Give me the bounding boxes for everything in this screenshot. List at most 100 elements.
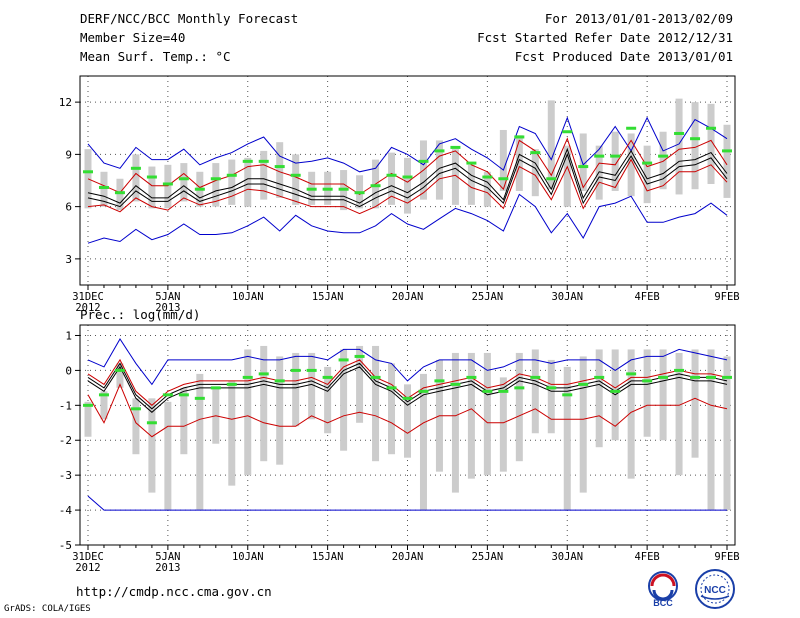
x-tick-sublabel: 2013 — [155, 302, 180, 314]
y-tick-label: -5 — [59, 539, 72, 552]
spread-bar — [643, 145, 651, 204]
mean-marker — [338, 187, 349, 191]
spread-bar — [563, 145, 571, 207]
spread-bar — [563, 366, 571, 511]
mean-marker — [674, 131, 685, 135]
spread-bar — [340, 349, 348, 451]
spread-bar — [483, 171, 491, 207]
y-tick-label: 1 — [65, 329, 72, 342]
mean-marker — [258, 372, 269, 376]
spread-bar — [451, 149, 459, 205]
mean-marker — [690, 375, 701, 379]
spread-bar — [148, 166, 156, 209]
mean-marker — [162, 393, 173, 397]
y-tick-label: 6 — [65, 201, 72, 214]
spread-bar — [435, 140, 443, 200]
x-tick-label: 31DEC — [72, 291, 104, 303]
mean-marker — [578, 165, 589, 169]
mean-marker — [562, 130, 573, 134]
spread-bar — [84, 401, 92, 437]
spread-bar — [707, 103, 715, 184]
mean-marker — [210, 177, 221, 181]
spread-bar — [244, 349, 252, 476]
spread-bar — [228, 159, 236, 205]
spread-bar — [723, 356, 731, 511]
x-tick-label: 25JAN — [472, 551, 504, 563]
spread-bar — [292, 352, 300, 427]
mean-marker — [146, 421, 157, 425]
mean-marker — [722, 149, 732, 153]
mean-marker — [418, 389, 429, 393]
mean-marker — [466, 161, 477, 165]
mean-marker — [562, 393, 573, 397]
mean-marker — [658, 375, 669, 379]
spread-bar — [611, 131, 619, 191]
x-tick-sublabel: 2012 — [75, 302, 100, 314]
spread-bar — [483, 352, 491, 476]
mean-marker — [162, 182, 173, 186]
mean-marker — [290, 368, 301, 372]
mean-marker — [194, 187, 205, 191]
x-tick-label: 5JAN — [155, 551, 180, 563]
y-tick-label: -1 — [59, 399, 72, 412]
spread-bar — [308, 352, 316, 420]
spread-bar — [132, 398, 140, 455]
member-size-label: Member Size=40 — [80, 30, 186, 45]
spread-bar — [212, 163, 220, 207]
spread-bar — [499, 129, 507, 191]
source-url[interactable]: http://cmdp.ncc.cma.gov.cn — [76, 584, 272, 599]
mean-marker — [674, 368, 685, 372]
spread-bar — [675, 98, 683, 195]
mean-marker — [626, 372, 637, 376]
spread-bar — [515, 352, 523, 462]
spread-bar — [515, 135, 523, 191]
y-tick-label: -4 — [59, 504, 73, 517]
mean-marker — [258, 159, 269, 163]
spread-bar — [691, 349, 699, 458]
spread-bar — [579, 356, 587, 493]
y-tick-label: -3 — [59, 469, 72, 482]
spread-bar — [100, 171, 108, 207]
series-line-ensemble_upper — [87, 137, 728, 195]
x-tick-label: 5JAN — [155, 291, 180, 303]
mean-marker — [322, 187, 333, 191]
x-tick-label: 15JAN — [312, 291, 344, 303]
x-tick-label: 31DEC — [72, 551, 104, 563]
mean-marker — [306, 187, 317, 191]
produced-date-label: Fcst Produced Date 2013/01/01 — [514, 49, 733, 64]
mean-marker — [434, 149, 445, 153]
series-line-ensemble_mean — [87, 147, 728, 204]
y-tick-label: 12 — [59, 96, 72, 109]
spread-bar — [547, 359, 555, 434]
mean-marker — [98, 393, 109, 397]
x-tick-label: 9FEB — [714, 551, 739, 563]
x-tick-label: 10JAN — [232, 551, 264, 563]
variable-label-bottom: Prec.: log(mm/d) — [80, 307, 200, 322]
x-tick-label: 30JAN — [551, 291, 583, 303]
mean-marker — [146, 175, 157, 179]
spread-bar — [659, 131, 667, 190]
mean-marker — [594, 154, 605, 158]
x-tick-label: 4FEB — [634, 551, 659, 563]
spread-bar — [132, 154, 140, 202]
x-tick-label: 4FEB — [634, 291, 659, 303]
variable-label-top: Mean Surf. Temp.: °C — [80, 49, 231, 64]
spread-bar — [531, 349, 539, 434]
mean-marker — [98, 185, 109, 189]
mean-marker — [322, 375, 333, 379]
mean-marker — [402, 175, 413, 179]
spread-bar — [260, 345, 268, 462]
spread-bar — [404, 384, 411, 458]
x-tick-label: 15JAN — [312, 551, 344, 563]
spread-bar — [356, 345, 364, 423]
spread-bar — [276, 142, 284, 198]
mean-marker — [306, 368, 317, 372]
mean-marker — [706, 375, 717, 379]
spread-bar — [627, 133, 635, 197]
spread-bar — [276, 356, 284, 465]
y-tick-label: 0 — [65, 364, 72, 377]
x-tick-label: 9FEB — [714, 291, 739, 303]
spread-bar — [419, 373, 427, 511]
